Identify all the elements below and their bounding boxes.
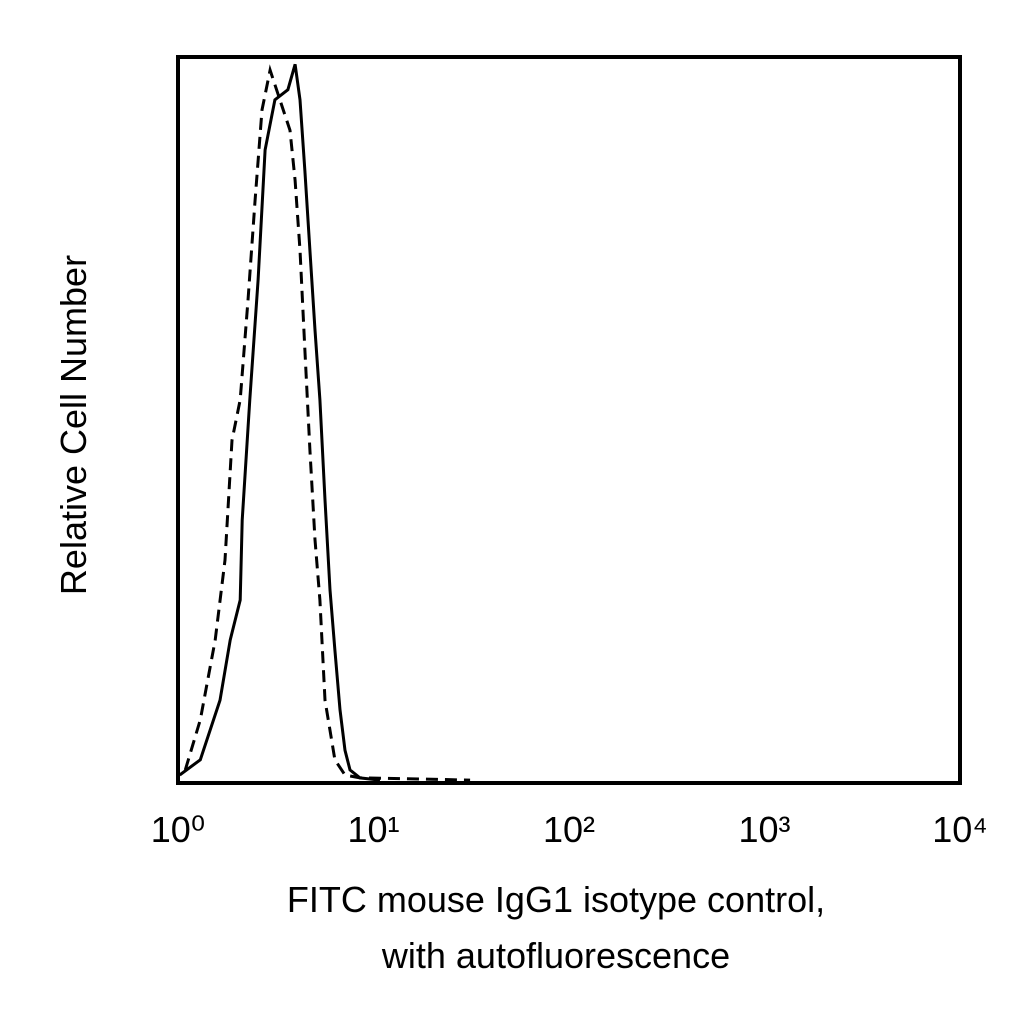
x-tick-label: 10⁰ xyxy=(151,809,205,850)
histogram-line xyxy=(183,64,471,782)
x-axis-label: FITC mouse IgG1 isotype control, xyxy=(287,879,825,920)
y-axis-label: Relative Cell Number xyxy=(53,255,94,595)
x-tick-label: 10¹ xyxy=(347,809,399,850)
x-tick-label: 10³ xyxy=(738,809,790,850)
x-tick-label: 10⁴ xyxy=(932,809,988,850)
x-tick-label: 10² xyxy=(543,809,595,850)
x-axis-label: with autofluorescence xyxy=(381,935,730,976)
histogram-line xyxy=(178,63,381,782)
plot-frame xyxy=(176,55,962,785)
